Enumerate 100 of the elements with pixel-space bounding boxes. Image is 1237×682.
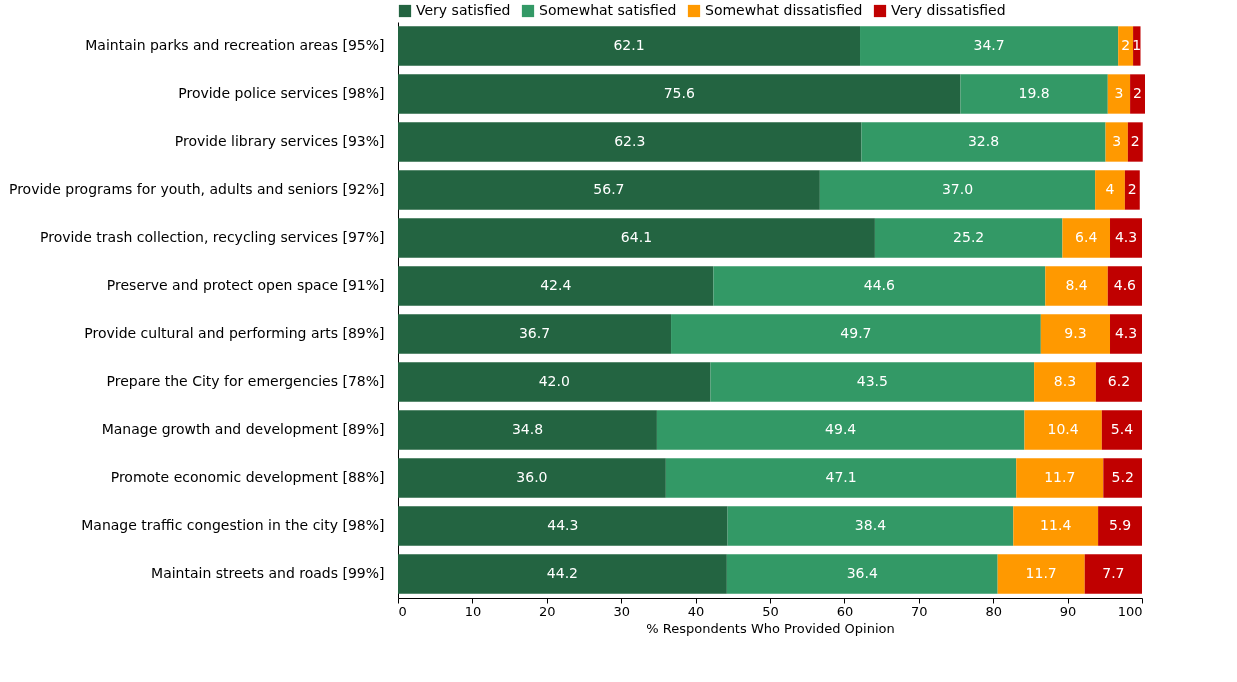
y-tick-label: Manage growth and development [89%]	[101, 421, 385, 437]
x-axis-title: % Respondents Who Provided Opinion	[646, 620, 895, 636]
data-label: 38.4	[854, 517, 887, 533]
y-tick-label: Provide cultural and performing arts [89%]	[84, 325, 385, 341]
y-tick-label: Maintain streets and roads [99%]	[151, 565, 385, 581]
bar	[398, 362, 711, 402]
y-tick-label: Prepare the City for emergencies [78%]	[106, 373, 385, 389]
x-tick-label: 80	[985, 603, 1002, 619]
x-tick-label: 70	[911, 603, 928, 619]
y-tick-label: Provide library services [93%]	[174, 133, 385, 149]
bar	[1124, 170, 1140, 210]
bar	[960, 74, 1108, 114]
data-label: 4.3	[1114, 229, 1138, 245]
legend-label: Somewhat satisfied	[539, 2, 677, 18]
bar	[997, 554, 1085, 594]
bar	[398, 170, 820, 210]
bar	[1133, 26, 1141, 66]
bar	[1107, 74, 1131, 114]
data-label: 62.1	[613, 37, 645, 53]
bar	[1095, 362, 1142, 402]
data-label: 6.2	[1107, 373, 1131, 389]
data-label: 47.1	[825, 469, 857, 485]
data-label: 42.0	[538, 373, 570, 389]
bar	[1107, 266, 1142, 306]
bar	[860, 26, 1119, 66]
bar	[1103, 458, 1142, 498]
bar	[1105, 122, 1128, 162]
x-tick-label: 100	[1117, 603, 1143, 619]
bar	[1127, 122, 1143, 162]
bar	[398, 122, 862, 162]
data-label: 6.4	[1075, 229, 1098, 245]
y-tick-label: Manage traffic congestion in the city [98%]	[81, 517, 385, 533]
data-label: 25.2	[953, 229, 985, 245]
data-label: 32.8	[967, 133, 1000, 149]
data-label: 11.7	[1025, 565, 1057, 581]
data-label: 11.4	[1040, 517, 1072, 533]
y-tick-label: Preserve and protect open space [91%]	[106, 277, 385, 293]
bar	[398, 74, 961, 114]
bar	[398, 410, 657, 450]
data-label: 11.7	[1044, 469, 1076, 485]
data-label: 34.7	[973, 37, 1005, 53]
x-tick-label: 60	[836, 603, 854, 619]
data-label: 56.7	[593, 181, 625, 197]
bar	[710, 362, 1035, 402]
data-label: 64.1	[620, 229, 653, 245]
data-label: 75.6	[663, 85, 695, 101]
bar	[1016, 458, 1104, 498]
data-label: 34.8	[511, 421, 544, 437]
data-label: 1	[1132, 37, 1142, 53]
data-label: 7.7	[1102, 565, 1125, 581]
bar	[1101, 410, 1142, 450]
legend-label: Very dissatisfied	[891, 2, 1006, 18]
data-label: 49.4	[825, 421, 857, 437]
data-label: 2	[1127, 181, 1137, 197]
y-tick-label: Provide police services [98%]	[178, 85, 385, 101]
bar	[1024, 410, 1102, 450]
bar	[671, 314, 1041, 354]
bar	[656, 410, 1025, 450]
bar	[398, 458, 666, 498]
bar	[1098, 506, 1142, 546]
x-tick-label: 0	[398, 603, 407, 619]
bar	[861, 122, 1106, 162]
bar	[398, 26, 861, 66]
data-label: 37.0	[941, 181, 974, 197]
data-label: 8.4	[1065, 277, 1088, 293]
bar	[1084, 554, 1142, 594]
data-label: 10.4	[1047, 421, 1079, 437]
bar	[398, 218, 875, 258]
bar	[398, 314, 672, 354]
data-label: 44.3	[547, 517, 579, 533]
bar	[713, 266, 1046, 306]
data-label: 44.6	[863, 277, 896, 293]
bar	[398, 506, 728, 546]
data-label: 36.4	[846, 565, 878, 581]
data-label: 9.3	[1064, 325, 1087, 341]
y-tick-label: Maintain parks and recreation areas [95%]	[85, 37, 385, 53]
bar	[1130, 74, 1145, 114]
data-label: 19.8	[1018, 85, 1050, 101]
x-tick-label: 30	[613, 603, 630, 619]
bar	[1040, 314, 1111, 354]
data-label: 5.9	[1108, 517, 1132, 533]
data-label: 2	[1130, 133, 1140, 149]
bar	[1045, 266, 1108, 306]
data-label: 36.0	[516, 469, 548, 485]
bar	[819, 170, 1096, 210]
bar	[1013, 506, 1099, 546]
data-label: 2	[1133, 85, 1142, 101]
data-label: 3	[1114, 85, 1124, 101]
x-tick-label: 90	[1059, 603, 1077, 619]
data-label: 49.7	[840, 325, 872, 341]
bar	[1118, 26, 1134, 66]
data-label: 3	[1112, 133, 1122, 149]
data-label: 42.4	[540, 277, 572, 293]
data-label: 5.4	[1110, 421, 1134, 437]
bar	[727, 506, 1014, 546]
data-label: 2	[1121, 37, 1131, 53]
data-label: 36.7	[518, 325, 551, 341]
data-label: 4	[1105, 181, 1115, 197]
x-tick-label: 50	[762, 603, 779, 619]
legend-label: Very satisfied	[416, 2, 511, 18]
